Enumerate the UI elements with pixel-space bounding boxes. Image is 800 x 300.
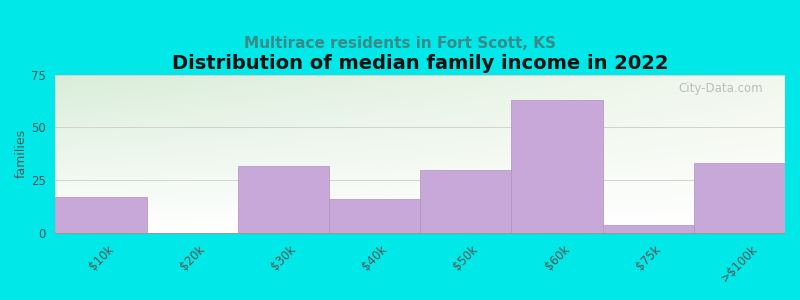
Text: Multirace residents in Fort Scott, KS: Multirace residents in Fort Scott, KS <box>244 36 556 51</box>
Title: Distribution of median family income in 2022: Distribution of median family income in … <box>172 54 669 73</box>
Bar <box>602 225 694 233</box>
Bar <box>55 197 146 233</box>
Bar <box>238 166 329 233</box>
Bar <box>420 170 511 233</box>
Y-axis label: families: families <box>15 129 28 178</box>
Bar <box>329 200 420 233</box>
Text: City-Data.com: City-Data.com <box>678 82 763 95</box>
Bar <box>694 164 785 233</box>
Bar <box>511 100 602 233</box>
